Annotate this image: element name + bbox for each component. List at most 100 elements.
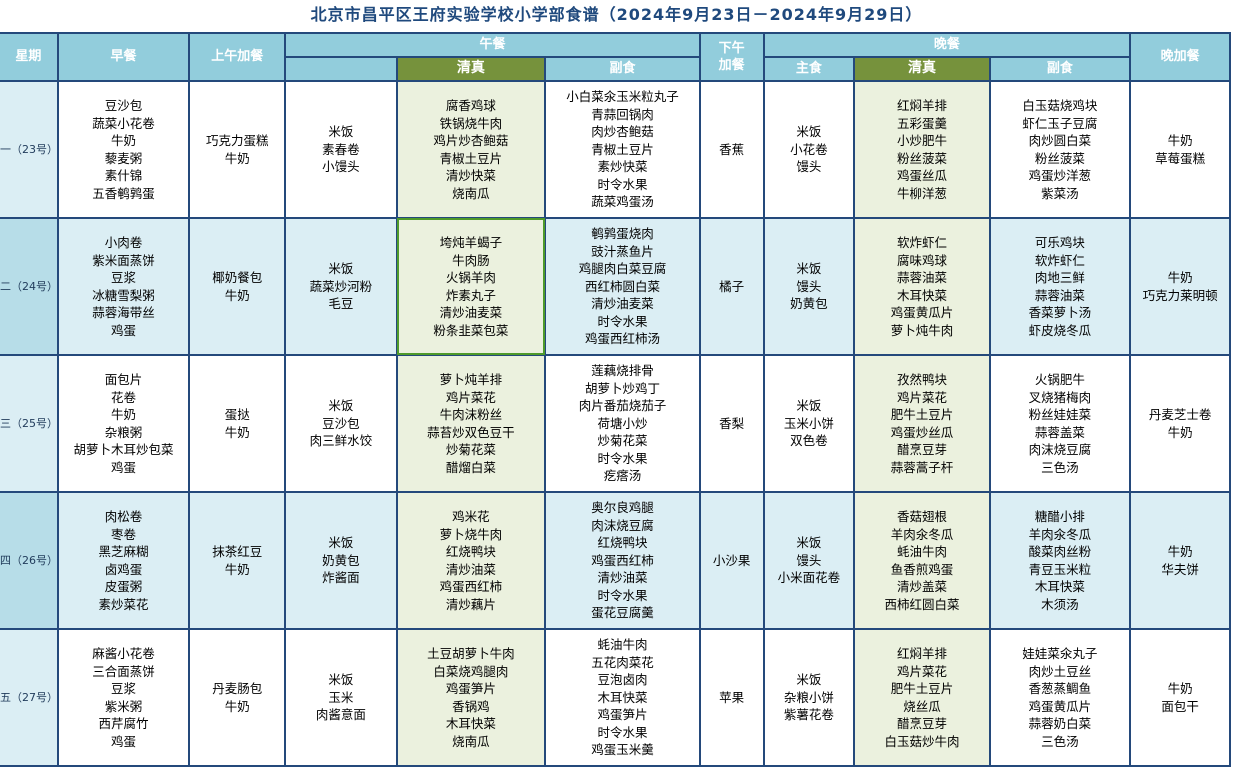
morning-snack-cell[interactable]: 丹麦肠包 牛奶 (188, 628, 287, 767)
dish-item: 孜然鸭块 (897, 372, 948, 387)
dish-item: 三色汤 (1041, 459, 1079, 475)
header-dinner-halal: 清真 (853, 56, 991, 82)
header-morning-snack: 上午加餐 (188, 32, 287, 82)
dish-item: 清炒藕片 (445, 596, 496, 612)
dish-item: 萝卜烧牛肉 (439, 526, 503, 542)
morning-snack-cell[interactable]: 椰奶餐包 牛奶 (188, 217, 287, 356)
header-day: 星期 (0, 32, 59, 82)
dish-item: 软炸虾仁 (897, 235, 948, 250)
header-dinner-side: 副食 (988, 56, 1132, 82)
lunch-halal-cell[interactable]: 垮炖羊蝎子 牛肉肠 火锅羊肉 炸素丸子 清炒油麦菜 粉条韭菜包菜 (395, 217, 547, 356)
dish-item: 馒头 (796, 278, 822, 294)
header-lunch-side: 副食 (544, 56, 701, 82)
night-snack-cell[interactable]: 牛奶 华夫饼 (1129, 491, 1231, 630)
dish-item: 肥牛土豆片 (890, 407, 954, 422)
dish-item: 鸡片菜花 (897, 663, 948, 679)
dish-item: 肥牛土豆片 (890, 681, 954, 696)
lunch-side-cell[interactable]: 小白菜氽玉米粒丸子 青蒜回锅肉 肉炒杏鲍菇 青椒土豆片 素炒快菜 时令水果 蔬菜鸡蛋汤 (544, 80, 701, 219)
dish-item: 小肉卷 (104, 235, 143, 250)
dish-item: 鸡蛋炒丝瓜 (890, 424, 954, 440)
afternoon-snack-cell[interactable]: 香梨 (698, 354, 765, 493)
dish-item: 叉烧猪梅肉 (1028, 389, 1092, 405)
dinner-halal-cell[interactable]: 软炸虾仁 腐味鸡球 蒜蓉油菜 木耳快菜 鸡蛋黄瓜片 萝卜炖牛肉 (853, 217, 991, 356)
dinner-halal-cell[interactable]: 红焖羊排 鸡片菜花 肥牛土豆片 烧丝瓜 醋烹豆芽 白玉菇炒牛肉 (853, 628, 991, 767)
lunch-side-cell[interactable]: 鹌鹑蛋烧肉 豉汁蒸鱼片 鸡腿肉白菜豆腐 西红柿圆白菜 清炒油麦菜 时令水果 鸡蛋西红柿汤 (544, 217, 701, 356)
dinner-side-cell[interactable]: 白玉菇烧鸡块 虾仁玉子豆腐 肉炒圆白菜 粉丝菠菜 鸡蛋炒洋葱 紫菜汤 (988, 80, 1132, 219)
dish-item: 三色汤 (1041, 733, 1079, 749)
dinner-side-cell[interactable]: 可乐鸡块 软炸虾仁 肉地三鲜 蒜蓉油菜 香菜萝卜汤 虾皮烧冬瓜 (988, 217, 1132, 356)
dish-item: 香菜萝卜汤 (1028, 305, 1092, 320)
dish-item: 牛奶 (1167, 544, 1193, 559)
lunch-staple-cell[interactable]: 米饭 玉米 肉酱意面 (284, 628, 398, 767)
lunch-side-cell[interactable]: 莲藕烧排骨 胡萝卜炒鸡丁 肉片番茄烧茄子 荷塘小炒 炒菊花菜 时令水果 疙瘩汤 (544, 354, 701, 493)
dish-item: 香蕉 (719, 141, 745, 157)
dish-item: 蔬菜小花卷 (92, 115, 155, 131)
header-afternoon-snack: 下午 加餐 (698, 32, 765, 82)
dish-item: 时令水果 (597, 587, 648, 603)
breakfast-cell[interactable]: 小肉卷 紫米面蒸饼 豆浆 冰糖雪梨粥 蒜蓉海带丝 鸡蛋 (56, 217, 191, 356)
lunch-halal-cell[interactable]: 鸡米花 萝卜烧牛肉 红烧鸭块 清炒油菜 鸡蛋西红柿 清炒藕片 (395, 491, 547, 630)
afternoon-snack-cell[interactable]: 香蕉 (698, 80, 765, 219)
dinner-staple-cell[interactable]: 米饭 馒头 奶黄包 (762, 217, 856, 356)
morning-snack-cell[interactable]: 蛋挞 牛奶 (188, 354, 287, 493)
dish-item: 烧南瓜 (452, 185, 490, 201)
lunch-halal-cell[interactable]: 腐香鸡球 铁锅烧牛肉 鸡片炒杏鲍菇 青椒土豆片 清炒快菜 烧南瓜 (395, 80, 547, 219)
breakfast-cell[interactable]: 豆沙包 蔬菜小花卷 牛奶 藜麦粥 素什锦 五香鹌鹑蛋 (56, 80, 191, 219)
dish-item: 肉酱意面 (315, 707, 366, 723)
afternoon-snack-cell[interactable]: 苹果 (698, 628, 765, 767)
dish-item: 蒜蓉蒿子杆 (890, 459, 954, 475)
dish-item: 肉炒杏鲍菇 (591, 124, 654, 140)
morning-snack-cell[interactable]: 巧克力蛋糕 牛奶 (188, 80, 287, 219)
night-snack-cell[interactable]: 牛奶 巧克力莱明顿 (1129, 217, 1231, 356)
lunch-side-cell[interactable]: 蚝油牛肉 五花肉菜花 豆泡卤肉 木耳快菜 鸡蛋笋片 时令水果 鸡蛋玉米羹 (544, 628, 701, 767)
lunch-staple-cell[interactable]: 米饭 豆沙包 肉三鲜水饺 (284, 354, 398, 493)
dinner-staple-cell[interactable]: 米饭 杂粮小饼 紫薯花卷 (762, 628, 856, 767)
lunch-side-cell[interactable]: 奥尔良鸡腿 肉沫烧豆腐 红烧鸭块 鸡蛋西红柿 清炒油菜 时令水果 蛋花豆腐羹 (544, 491, 701, 630)
menu-row: 三（25号） 面包片 花卷 牛奶 杂粮粥 胡萝卜木耳炒包菜 鸡蛋 蛋挞 牛奶 米饭 豆沙包 肉三鲜水饺… (0, 354, 1231, 493)
dish-item: 素炒快菜 (597, 159, 648, 175)
night-snack-cell[interactable]: 丹麦芝士卷 牛奶 (1129, 354, 1231, 493)
dish-item: 藜麦粥 (104, 150, 143, 166)
dish-item: 素炒菜花 (98, 596, 149, 612)
lunch-staple-cell[interactable]: 米饭 素春卷 小馒头 (284, 80, 398, 219)
dinner-halal-cell[interactable]: 红焖羊排 五彩蛋羹 小炒肥牛 粉丝菠菜 鸡蛋丝瓜 牛柳洋葱 (853, 80, 991, 219)
dish-item: 蒜苔炒双色豆干 (427, 424, 515, 440)
breakfast-cell[interactable]: 面包片 花卷 牛奶 杂粮粥 胡萝卜木耳炒包菜 鸡蛋 (56, 354, 191, 493)
afternoon-snack-cell[interactable]: 橘子 (698, 217, 765, 356)
dish-item: 红焖羊排 (897, 98, 948, 113)
breakfast-cell[interactable]: 肉松卷 枣卷 黑芝麻糊 卤鸡蛋 皮蛋粥 素炒菜花 (56, 491, 191, 630)
dish-item: 五彩蛋羹 (897, 115, 948, 131)
dinner-side-cell[interactable]: 糖醋小排 羊肉氽冬瓜 酸菜肉丝粉 青豆玉米粒 木耳快菜 木须汤 (988, 491, 1132, 630)
afternoon-snack-cell[interactable]: 小沙果 (698, 491, 765, 630)
day-cell[interactable]: 二（24号） (0, 217, 59, 356)
dish-item: 木耳快菜 (597, 689, 648, 705)
dinner-staple-cell[interactable]: 米饭 馒头 小米面花卷 (762, 491, 856, 630)
night-snack-cell[interactable]: 牛奶 草莓蛋糕 (1129, 80, 1231, 219)
dish-item: 腐香鸡球 (445, 98, 496, 113)
morning-snack-cell[interactable]: 抹茶红豆 牛奶 (188, 491, 287, 630)
dinner-staple-cell[interactable]: 米饭 小花卷 馒头 (762, 80, 856, 219)
lunch-halal-cell[interactable]: 土豆胡萝卜牛肉 白菜烧鸡腿肉 鸡蛋笋片 香锅鸡 木耳快菜 烧南瓜 (395, 628, 547, 767)
dinner-side-cell[interactable]: 娃娃菜氽丸子 肉炒土豆丝 香葱蒸鲷鱼 鸡蛋黄瓜片 蒜蓉奶白菜 三色汤 (988, 628, 1132, 767)
lunch-halal-cell[interactable]: 萝卜炖羊排 鸡片菜花 牛肉沫粉丝 蒜苔炒双色豆干 炒菊花菜 醋熘白菜 (395, 354, 547, 493)
dinner-side-cell[interactable]: 火锅肥牛 叉烧猪梅肉 粉丝娃娃菜 蒜蓉盖菜 肉沫烧豆腐 三色汤 (988, 354, 1132, 493)
dish-item: 软炸虾仁 (1034, 252, 1085, 268)
day-cell[interactable]: 五（27号） (0, 628, 59, 767)
dinner-staple-cell[interactable]: 米饭 玉米小饼 双色卷 (762, 354, 856, 493)
dish-item: 奶黄包 (790, 296, 828, 312)
day-cell[interactable]: 三（25号） (0, 354, 59, 493)
dish-item: 清炒盖菜 (897, 579, 948, 594)
dish-item: 苹果 (719, 689, 745, 705)
dish-item: 三合面蒸饼 (92, 663, 155, 679)
day-cell[interactable]: 一（23号） (0, 80, 59, 219)
dish-item: 牛柳洋葱 (897, 185, 948, 201)
lunch-staple-cell[interactable]: 米饭 奶黄包 炸酱面 (284, 491, 398, 630)
dinner-halal-cell[interactable]: 孜然鸭块 鸡片菜花 肥牛土豆片 鸡蛋炒丝瓜 醋烹豆芽 蒜蓉蒿子杆 (853, 354, 991, 493)
dish-item: 鸡片菜花 (897, 389, 948, 405)
dish-item: 铁锅烧牛肉 (439, 115, 503, 131)
night-snack-cell[interactable]: 牛奶 面包干 (1129, 628, 1231, 767)
day-cell[interactable]: 四（26号） (0, 491, 59, 630)
breakfast-cell[interactable]: 麻酱小花卷 三合面蒸饼 豆浆 紫米粥 西芹腐竹 鸡蛋 (56, 628, 191, 767)
lunch-staple-cell[interactable]: 米饭 蔬菜炒河粉 毛豆 (284, 217, 398, 356)
dinner-halal-cell[interactable]: 香菇翅根 羊肉氽冬瓜 蚝油牛肉 鱼香煎鸡蛋 清炒盖菜 西柿红圆白菜 (853, 491, 991, 630)
